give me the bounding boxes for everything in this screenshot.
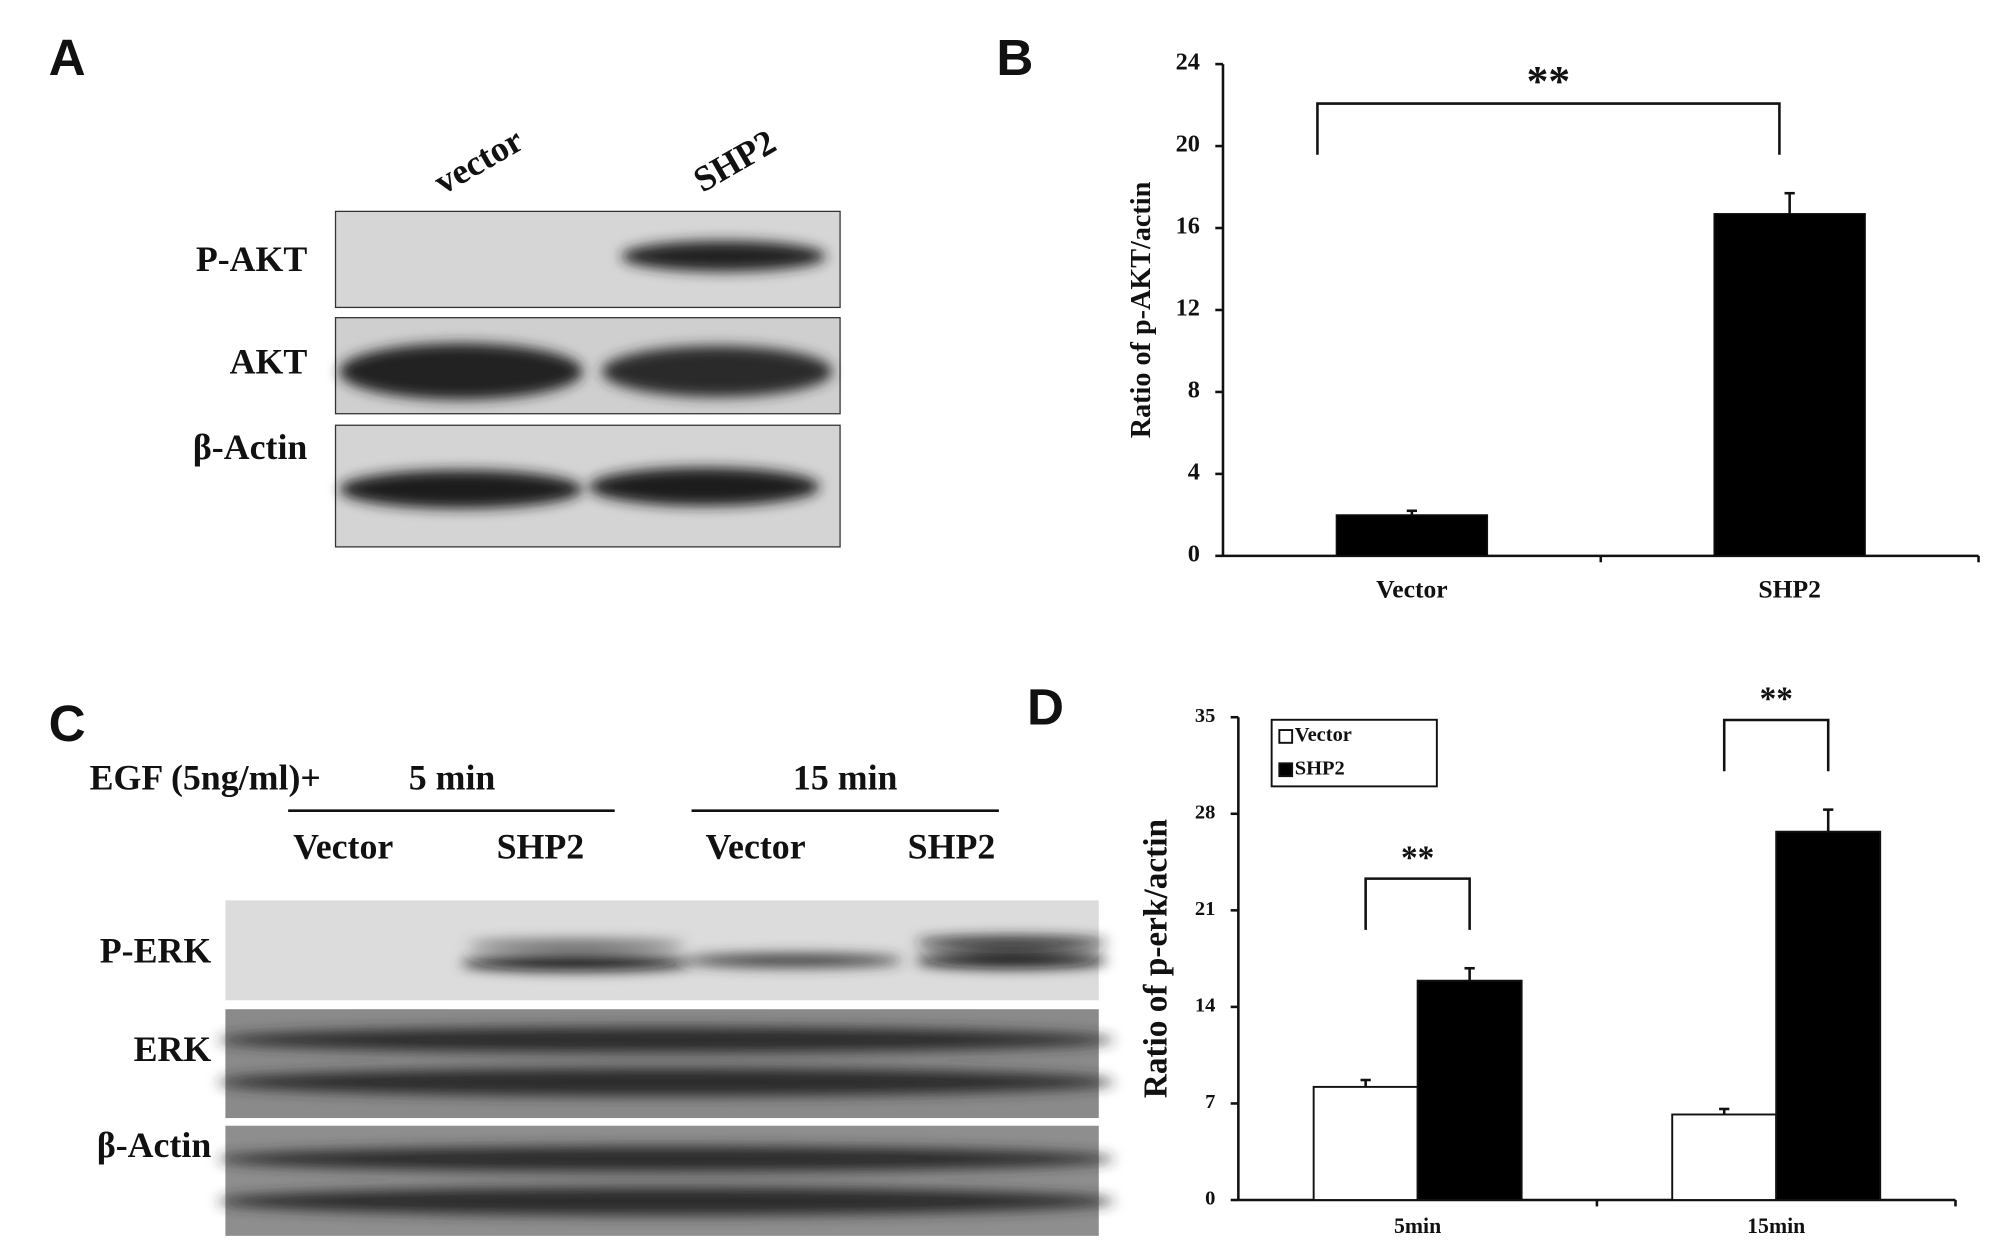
y-tick-label: 35 <box>1195 705 1215 727</box>
lane-label: SHP2 <box>908 827 996 867</box>
bar <box>1312 1085 1419 1201</box>
bar <box>1671 1113 1778 1201</box>
bar <box>1416 979 1523 1201</box>
significance-bracket <box>1364 877 1471 930</box>
band <box>339 470 583 509</box>
y-tick-label: 12 <box>1176 295 1200 322</box>
y-tick-label: 4 <box>1188 458 1200 485</box>
significance-label: ** <box>1760 681 1793 718</box>
panel-letter: C <box>49 695 86 752</box>
panel-letter: B <box>996 29 1033 86</box>
x-tick-label: Vector <box>1376 575 1448 604</box>
band <box>217 1146 1115 1172</box>
y-axis-title: Ratio of p-erk/actin <box>1138 819 1175 1098</box>
y-tick-label: 20 <box>1176 131 1200 158</box>
row-label: β-Actin <box>193 427 308 467</box>
band <box>461 955 692 971</box>
legend-swatch <box>1278 762 1294 778</box>
time-label: 5 min <box>409 757 496 797</box>
time-label: 15 min <box>793 757 898 797</box>
lane-label: Vector <box>293 827 393 867</box>
y-tick-label: 7 <box>1205 1091 1215 1113</box>
x-tick-label: SHP2 <box>1758 575 1821 604</box>
legend-swatch <box>1278 729 1294 744</box>
x-tick-label: 15min <box>1747 1214 1805 1238</box>
row-label: ERK <box>134 1029 212 1069</box>
y-tick-label: 0 <box>1188 540 1200 567</box>
bar <box>1775 830 1882 1201</box>
panel-letter: A <box>49 29 86 86</box>
blot-a: vector SHP2 P-AKT AKT β-Actin <box>193 119 841 548</box>
significance-bracket <box>1316 102 1781 155</box>
legend-label: SHP2 <box>1295 757 1345 779</box>
bar <box>1335 514 1489 557</box>
y-tick-label: 16 <box>1176 213 1200 240</box>
treatment-label: EGF (5ng/ml)+ <box>90 757 321 797</box>
y-tick-label: 8 <box>1188 377 1200 404</box>
significance-bracket <box>1722 718 1830 772</box>
lane-label: vector <box>427 119 530 201</box>
y-tick-label: 24 <box>1176 49 1200 76</box>
significance-label: ** <box>1401 839 1434 876</box>
band <box>589 467 820 506</box>
y-tick-label: 21 <box>1195 898 1215 920</box>
x-tick-label: 5min <box>1394 1214 1441 1238</box>
lane-label: Vector <box>705 827 805 867</box>
blot-c: EGF (5ng/ml)+ 5 min 15 min Vector SHP2 V… <box>90 757 1115 1236</box>
blot-strip <box>225 1125 1099 1236</box>
blot-strip <box>225 1009 1099 1119</box>
legend-label: Vector <box>1295 724 1352 746</box>
row-label: P-ERK <box>100 930 212 970</box>
band <box>915 952 1108 969</box>
y-tick-label: 14 <box>1195 995 1215 1017</box>
band <box>339 343 583 400</box>
y-axis-title: Ratio of p-AKT/actin <box>1126 181 1157 438</box>
lane-label: SHP2 <box>687 122 783 200</box>
y-tick-label: 0 <box>1205 1188 1215 1210</box>
band <box>217 1027 1115 1053</box>
row-label: AKT <box>230 341 308 381</box>
lane-label: SHP2 <box>497 827 585 867</box>
band <box>467 940 686 951</box>
panel-letter: D <box>1027 678 1064 735</box>
legend-box <box>1270 718 1438 788</box>
band <box>217 1187 1115 1216</box>
y-tick-label: 28 <box>1195 801 1215 823</box>
bar <box>1713 213 1866 557</box>
row-label: P-AKT <box>196 239 308 279</box>
band <box>601 345 833 398</box>
band <box>621 240 826 272</box>
band <box>217 1068 1115 1097</box>
band <box>685 954 903 967</box>
blot-strip <box>225 900 1099 1001</box>
significance-label: ** <box>1527 58 1571 106</box>
band <box>915 936 1108 950</box>
row-label: β-Actin <box>97 1125 212 1165</box>
